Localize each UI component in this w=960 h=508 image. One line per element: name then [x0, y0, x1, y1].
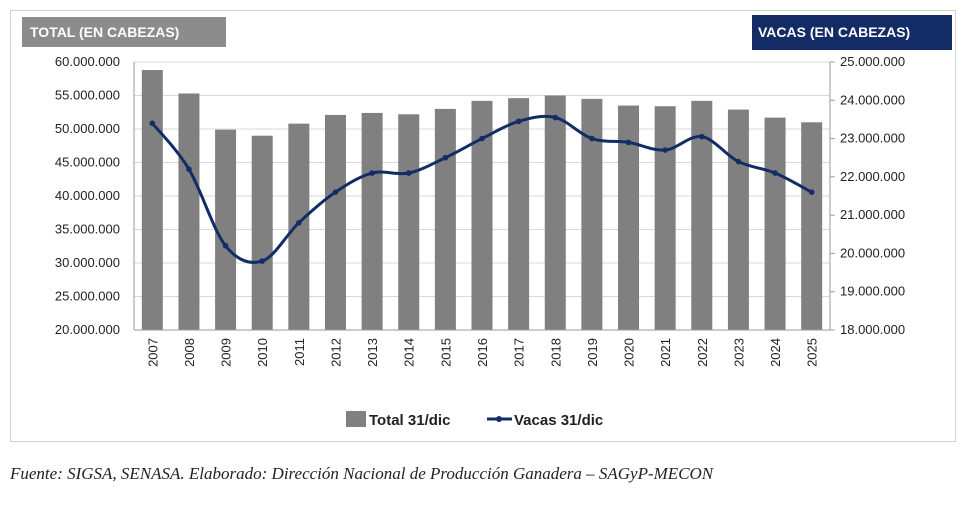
line-point	[149, 120, 156, 127]
line-point	[662, 147, 668, 153]
left-axis: 20.000.000 25.000.000 30.000.000 35.000.000…	[55, 54, 135, 337]
x-tick-label: 2008	[182, 338, 197, 367]
combo-chart: 20.000.000 25.000.000 30.000.000 35.000.000…	[55, 54, 905, 429]
bar	[801, 122, 823, 330]
right-tick-label: 19.000.000	[840, 284, 905, 299]
x-axis: 2007 2008 2009 2010 2011 2012 2013 2014 2015 2016…	[134, 329, 830, 367]
source-note: Fuente: SIGSA, SENASA. Elaborado: Direcc…	[10, 464, 714, 483]
bar	[727, 109, 749, 330]
bar	[544, 95, 566, 330]
bar	[141, 70, 163, 330]
line-point	[625, 139, 632, 146]
line-point	[735, 158, 742, 165]
right-tick-label: 18.000.000	[840, 322, 905, 337]
line-point	[222, 242, 229, 249]
right-tick-label: 25.000.000	[840, 54, 905, 69]
legend-label-total: Total 31/dic	[369, 412, 450, 429]
line-point	[442, 154, 449, 161]
bar	[691, 100, 713, 330]
x-tick-label: 2017	[512, 338, 527, 367]
bar	[215, 129, 237, 330]
line-point	[772, 170, 778, 176]
bar	[654, 106, 676, 330]
x-tick-label: 2011	[292, 338, 307, 366]
line-point	[552, 114, 559, 121]
bar	[288, 123, 310, 330]
x-tick-label: 2014	[402, 338, 417, 367]
x-tick-label: 2016	[475, 338, 490, 367]
x-tick-label: 2012	[328, 338, 343, 367]
line-point	[369, 170, 375, 176]
right-tick-label: 23.000.000	[840, 131, 905, 146]
line-point	[332, 189, 339, 195]
x-tick-label: 2007	[145, 338, 160, 367]
left-tick-label: 50.000.000	[55, 121, 120, 136]
left-tick-label: 30.000.000	[55, 255, 120, 270]
right-axis-title: VACAS (EN CABEZAS)	[752, 15, 952, 50]
left-tick-label: 40.000.000	[55, 188, 120, 203]
line-point	[515, 118, 522, 125]
x-tick-label: 2023	[731, 338, 746, 367]
right-tick-label: 21.000.000	[840, 207, 905, 222]
line-point	[405, 170, 412, 176]
x-tick-label: 2015	[438, 338, 453, 367]
x-tick-label: 2025	[805, 338, 820, 367]
left-tick-label: 45.000.000	[55, 155, 120, 170]
x-tick-label: 2022	[695, 338, 710, 367]
line-point	[296, 220, 302, 226]
left-axis-title: TOTAL (EN CABEZAS)	[22, 17, 226, 47]
line-series	[149, 114, 815, 264]
legend: Total 31/dic Vacas 31/dic	[346, 411, 603, 429]
line-point	[479, 135, 485, 142]
bar	[398, 114, 420, 330]
x-tick-label: 2024	[768, 338, 783, 367]
line-point	[589, 135, 595, 142]
right-tick-label: 22.000.000	[840, 169, 905, 184]
bar	[434, 108, 456, 331]
x-tick-label: 2010	[255, 338, 270, 367]
left-tick-label: 35.000.000	[55, 222, 120, 237]
bar	[471, 100, 493, 330]
bar	[618, 105, 640, 330]
x-tick-label: 2018	[548, 338, 563, 367]
line-point	[698, 133, 705, 140]
bar	[178, 93, 200, 331]
bar	[251, 135, 273, 330]
line-point	[808, 189, 815, 195]
left-tick-label: 25.000.000	[55, 289, 120, 304]
bar	[508, 98, 530, 331]
bar	[764, 117, 786, 330]
x-tick-label: 2009	[219, 338, 234, 367]
bar-series	[141, 70, 823, 331]
left-tick-label: 55.000.000	[55, 88, 120, 103]
left-tick-label: 20.000.000	[55, 322, 120, 337]
bar	[324, 114, 346, 331]
legend-marker-vacas	[496, 416, 502, 422]
left-tick-label: 60.000.000	[55, 54, 120, 69]
right-tick-label: 24.000.000	[840, 92, 905, 107]
line-point	[186, 166, 192, 172]
right-tick-label: 20.000.000	[840, 245, 905, 260]
x-tick-label: 2021	[658, 338, 673, 367]
bar	[581, 98, 603, 330]
legend-label-vacas: Vacas 31/dic	[514, 412, 603, 429]
right-axis: 18.000.000 19.000.000 20.000.000 21.000.000…	[829, 54, 905, 337]
x-tick-label: 2020	[622, 338, 637, 367]
x-tick-label: 2019	[585, 338, 600, 367]
bar	[361, 112, 383, 330]
x-tick-label: 2013	[365, 338, 380, 367]
line-point	[259, 258, 266, 264]
legend-swatch-total	[346, 411, 366, 427]
